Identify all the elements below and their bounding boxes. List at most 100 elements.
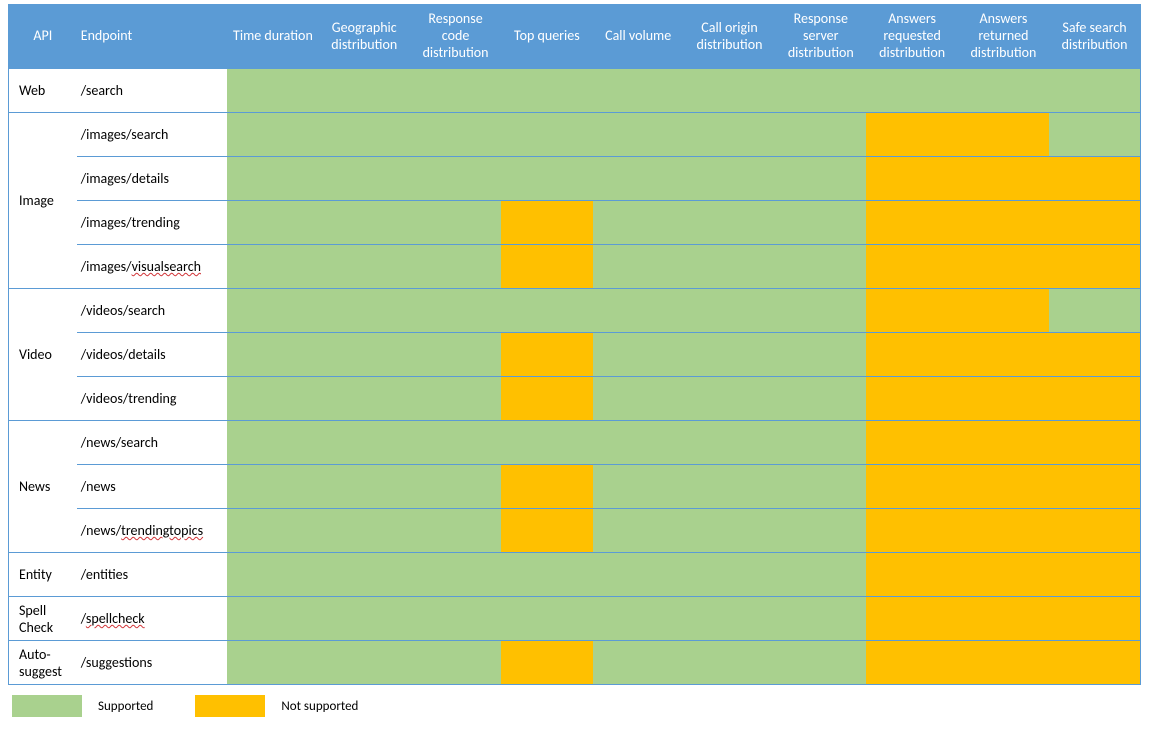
- col-header-metric: Top queries: [501, 5, 592, 69]
- col-header-metric: Call origin distribution: [684, 5, 775, 69]
- api-label: Spell Check: [19, 602, 53, 636]
- api-label: Entity: [19, 566, 52, 583]
- table-row: /videos/details: [9, 333, 1141, 377]
- misspelled-segment: visualsearch: [132, 258, 201, 275]
- status-cell-not-supported: [866, 597, 957, 641]
- col-header-api: API: [9, 5, 77, 69]
- status-cell-supported: [775, 333, 866, 377]
- status-cell-not-supported: [1049, 333, 1140, 377]
- endpoint-label: /search: [81, 82, 123, 99]
- status-cell-supported: [410, 157, 501, 201]
- status-cell-not-supported: [958, 553, 1049, 597]
- status-cell-not-supported: [1049, 641, 1140, 685]
- status-cell-supported: [775, 465, 866, 509]
- endpoint-label: /videos/search: [81, 302, 165, 319]
- endpoint-label: /news/trendingtopics: [81, 522, 203, 539]
- endpoint-cell: /spellcheck: [77, 597, 228, 641]
- status-cell-supported: [775, 377, 866, 421]
- col-header-metric: Answers returned distribution: [958, 5, 1049, 69]
- table-row: /videos/trending: [9, 377, 1141, 421]
- status-cell-supported: [227, 377, 318, 421]
- api-cell: Web: [9, 69, 77, 113]
- status-cell-supported: [684, 289, 775, 333]
- endpoint-cell: /videos/search: [77, 289, 228, 333]
- status-cell-supported: [227, 421, 318, 465]
- col-header-metric: Time duration: [227, 5, 318, 69]
- status-cell-supported: [593, 377, 684, 421]
- status-cell-supported: [684, 641, 775, 685]
- status-cell-not-supported: [866, 509, 957, 553]
- status-cell-supported: [1049, 113, 1140, 157]
- status-cell-supported: [1049, 289, 1140, 333]
- status-cell-not-supported: [958, 289, 1049, 333]
- endpoint-cell: /images/search: [77, 113, 228, 157]
- table-body: Web/searchImage/images/search/images/det…: [9, 69, 1141, 685]
- status-cell-not-supported: [866, 553, 957, 597]
- status-cell-supported: [501, 289, 592, 333]
- status-cell-not-supported: [501, 465, 592, 509]
- endpoint-label: /videos/details: [81, 346, 166, 363]
- status-cell-supported: [775, 157, 866, 201]
- status-cell-supported: [775, 201, 866, 245]
- status-cell-supported: [319, 641, 410, 685]
- status-cell-supported: [593, 289, 684, 333]
- api-cell: News: [9, 421, 77, 553]
- status-cell-supported: [593, 641, 684, 685]
- status-cell-supported: [775, 641, 866, 685]
- status-cell-not-supported: [958, 157, 1049, 201]
- status-cell-not-supported: [501, 245, 592, 289]
- table-row: Video/videos/search: [9, 289, 1141, 333]
- status-cell-supported: [227, 553, 318, 597]
- status-cell-not-supported: [958, 509, 1049, 553]
- status-cell-not-supported: [1049, 465, 1140, 509]
- status-cell-supported: [501, 69, 592, 113]
- status-cell-supported: [410, 289, 501, 333]
- status-cell-supported: [684, 201, 775, 245]
- status-cell-supported: [319, 465, 410, 509]
- endpoint-label: /entities: [81, 566, 128, 583]
- status-cell-not-supported: [958, 465, 1049, 509]
- status-cell-supported: [684, 377, 775, 421]
- status-cell-not-supported: [1049, 509, 1140, 553]
- status-cell-not-supported: [1049, 377, 1140, 421]
- api-cell: Image: [9, 113, 77, 289]
- col-header-metric: Call volume: [593, 5, 684, 69]
- endpoint-label: /images/visualsearch: [81, 258, 201, 275]
- table-row: /images/visualsearch: [9, 245, 1141, 289]
- status-cell-supported: [593, 333, 684, 377]
- col-header-metric: Safe search distribution: [1049, 5, 1140, 69]
- status-cell-supported: [319, 421, 410, 465]
- table-row: Auto-suggest/suggestions: [9, 641, 1141, 685]
- status-cell-supported: [593, 509, 684, 553]
- table-row: /images/trending: [9, 201, 1141, 245]
- status-cell-supported: [775, 553, 866, 597]
- status-cell-not-supported: [958, 333, 1049, 377]
- status-cell-supported: [319, 245, 410, 289]
- status-cell-supported: [319, 289, 410, 333]
- status-cell-supported: [319, 201, 410, 245]
- status-cell-not-supported: [958, 245, 1049, 289]
- legend-swatch-supported: [12, 695, 82, 717]
- status-cell-supported: [319, 597, 410, 641]
- status-cell-supported: [410, 421, 501, 465]
- endpoint-cell: /suggestions: [77, 641, 228, 685]
- api-label: Image: [19, 192, 54, 209]
- table-row: /news: [9, 465, 1141, 509]
- status-cell-supported: [410, 597, 501, 641]
- endpoint-label: /videos/trending: [81, 390, 177, 407]
- status-cell-supported: [227, 289, 318, 333]
- status-cell-supported: [319, 509, 410, 553]
- status-cell-supported: [501, 113, 592, 157]
- status-cell-not-supported: [1049, 245, 1140, 289]
- status-cell-supported: [775, 289, 866, 333]
- endpoint-cell: /videos/details: [77, 333, 228, 377]
- status-cell-supported: [1049, 69, 1140, 113]
- status-cell-not-supported: [866, 421, 957, 465]
- status-cell-supported: [593, 597, 684, 641]
- status-cell-supported: [593, 421, 684, 465]
- status-cell-supported: [410, 113, 501, 157]
- api-metrics-table: APIEndpointTime durationGeographic distr…: [8, 4, 1141, 685]
- status-cell-not-supported: [866, 113, 957, 157]
- status-cell-supported: [684, 509, 775, 553]
- status-cell-supported: [684, 465, 775, 509]
